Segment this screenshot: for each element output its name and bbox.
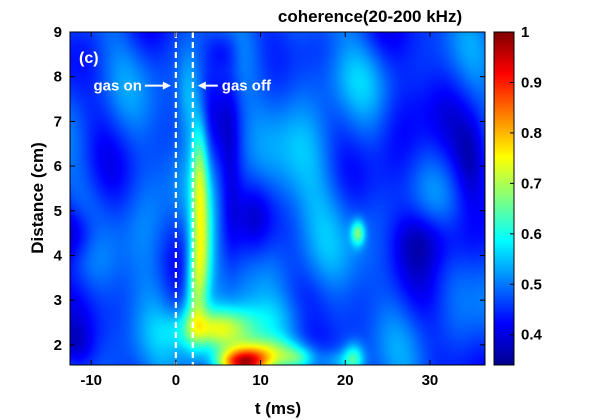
panel-label: (c) [79,50,99,67]
y-tick-label: 2 [54,337,62,354]
heatmap [70,32,485,365]
y-tick-label: 8 [54,69,62,86]
x-tick-label: 30 [422,372,439,389]
heatmap-image [70,32,485,365]
colorbar-gradient [493,31,515,366]
colorbar-tick-label: 0.7 [521,175,542,192]
y-tick-label: 9 [54,24,62,41]
colorbar-tick-label: 0.9 [521,74,542,91]
arrow-head-icon [197,81,206,90]
colorbar-tick-label: 0.8 [521,125,542,142]
colorbar: 0.4 0.5 0.6 0.7 0.8 0.9 1 [493,24,543,366]
x-tick-label: 0 [172,372,180,389]
colorbar-tick-label: 1 [521,24,529,41]
x-tick-label: -10 [80,372,102,389]
y-axis-label: Distance (cm) [28,142,47,253]
plot-frame [69,31,486,366]
annotation-label: gas off [222,78,272,95]
colorbar-ticks: 0.4 0.5 0.6 0.7 0.8 0.9 1 [510,24,543,344]
y-tick-label: 3 [54,292,62,309]
colorbar-tick-label: 0.6 [521,226,542,243]
y-tick-label: 5 [54,203,62,220]
annotation-label: gas on [94,78,142,95]
chart-title: coherence(20-200 kHz) [278,7,462,26]
colorbar-tick-label: 0.5 [521,276,542,293]
x-axis-label: t (ms) [255,399,301,418]
annotation: gas on [94,78,171,95]
annotation: gas off [197,78,272,95]
x-tick-label: 20 [337,372,354,389]
y-tick-label: 6 [54,158,62,175]
x-tick-label: 10 [252,372,269,389]
y-axis: 2 3 4 5 6 7 8 9 [54,24,485,354]
y-tick-label: 7 [54,113,62,130]
colorbar-tick-label: 0.4 [521,327,543,344]
arrow-head-icon [162,81,171,90]
x-axis: -10 0 10 20 30 [80,32,438,389]
event-lines [174,32,194,365]
y-tick-label: 4 [54,247,63,264]
annotations: gas on gas off [94,78,272,95]
